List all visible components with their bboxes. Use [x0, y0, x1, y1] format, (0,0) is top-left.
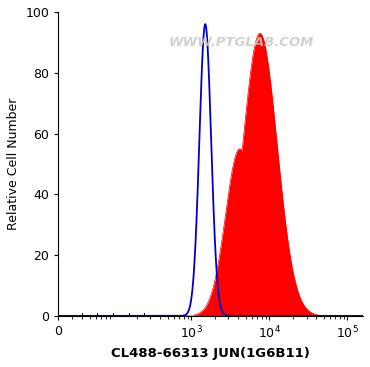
Y-axis label: Relative Cell Number: Relative Cell Number	[7, 98, 20, 230]
X-axis label: CL488-66313 JUN(1G6B11): CL488-66313 JUN(1G6B11)	[111, 347, 310, 360]
Text: WWW.PTGLAB.COM: WWW.PTGLAB.COM	[168, 36, 314, 49]
